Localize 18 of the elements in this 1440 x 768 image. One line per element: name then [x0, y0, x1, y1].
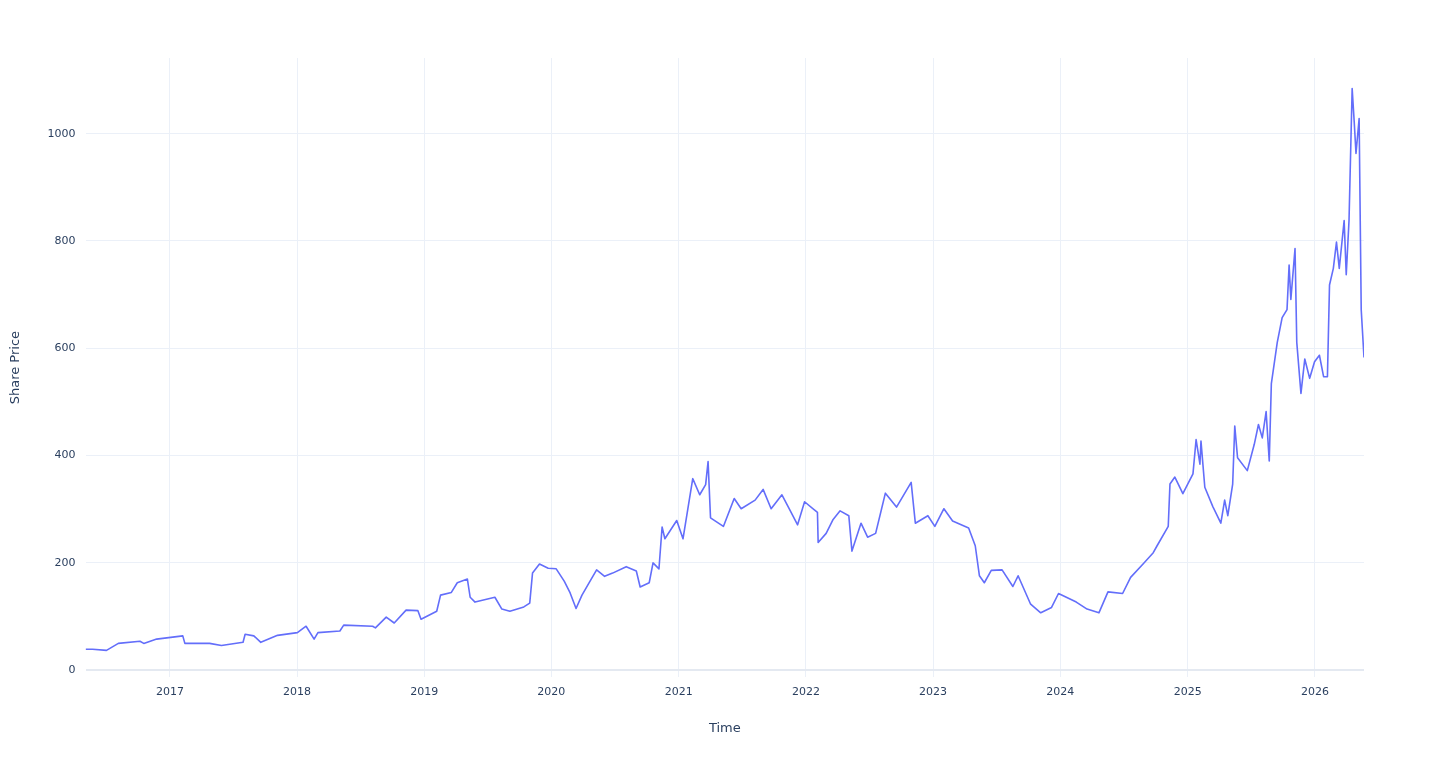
- y-tick-label: 1000: [47, 126, 76, 140]
- x-tick-label: 2017: [155, 684, 184, 698]
- x-tick-label: 2019: [410, 684, 439, 698]
- x-tick-label: 2023: [919, 684, 948, 698]
- y-tick-label: 0: [68, 663, 76, 677]
- y-tick-label: 600: [54, 341, 76, 355]
- x-tick-label: 2021: [664, 684, 693, 698]
- x-tick-label: 2024: [1046, 684, 1075, 698]
- y-tick-label: 200: [54, 555, 76, 569]
- y-tick-label: 400: [54, 448, 76, 462]
- x-tick-label: 2025: [1173, 684, 1202, 698]
- x-tick-label: 2020: [537, 684, 566, 698]
- x-axis-title: Time: [707, 719, 741, 735]
- x-tick-label: 2018: [283, 684, 312, 698]
- x-tick-label: 2022: [791, 684, 820, 698]
- x-tick-label: 2026: [1300, 684, 1329, 698]
- y-tick-label: 800: [54, 233, 76, 247]
- y-axis-title: Share Price: [7, 330, 23, 405]
